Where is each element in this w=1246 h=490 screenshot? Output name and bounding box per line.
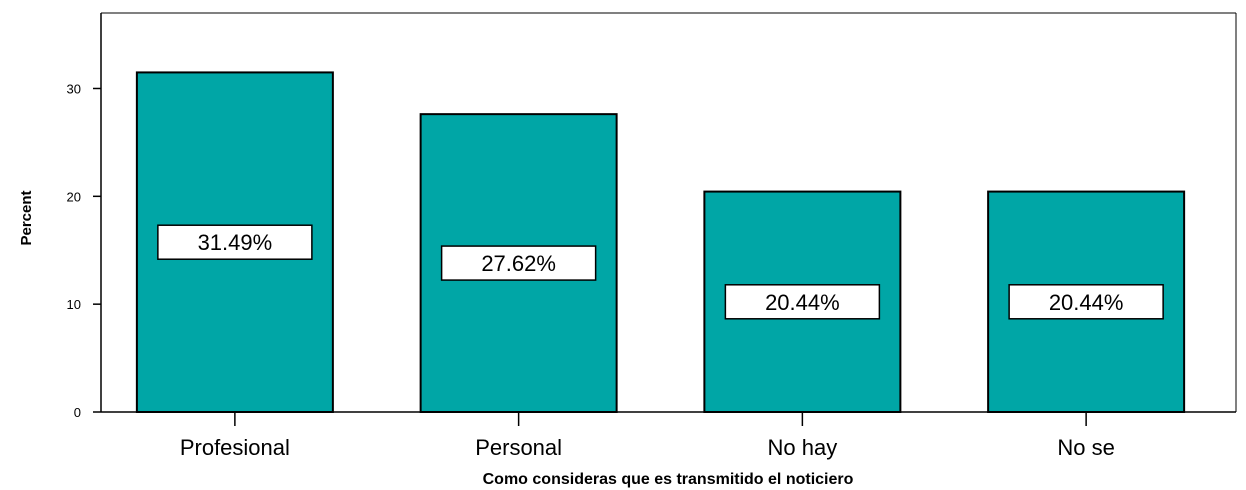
data-label: 31.49% — [198, 230, 273, 255]
y-axis-title: Percent — [18, 190, 35, 245]
data-label: 20.44% — [765, 290, 840, 315]
x-tick-label: No se — [1057, 435, 1114, 460]
x-tick-label: No hay — [768, 435, 838, 460]
data-label-box — [440, 245, 597, 281]
data-label: 27.62% — [481, 251, 556, 276]
y-tick-label: 30 — [67, 81, 81, 96]
y-tick-label: 0 — [74, 405, 81, 420]
data-label-box — [157, 224, 313, 260]
x-tick-label: Profesional — [180, 435, 290, 460]
data-label: 20.44% — [1049, 290, 1124, 315]
data-label-box — [724, 284, 881, 320]
bars-group: 31.49% 27.62% 20.44% 20.44% — [135, 71, 1186, 414]
y-tick-label: 10 — [67, 297, 81, 312]
data-label-box — [1008, 284, 1164, 320]
x-axis-ticks: Profesional Personal No hay No se — [180, 412, 1115, 460]
y-tick-label: 20 — [67, 189, 81, 204]
x-tick-label: Personal — [475, 435, 562, 460]
x-axis-title: Como consideras que es transmitido el no… — [483, 471, 854, 488]
y-axis-ticks: 0 10 20 30 — [67, 81, 101, 420]
